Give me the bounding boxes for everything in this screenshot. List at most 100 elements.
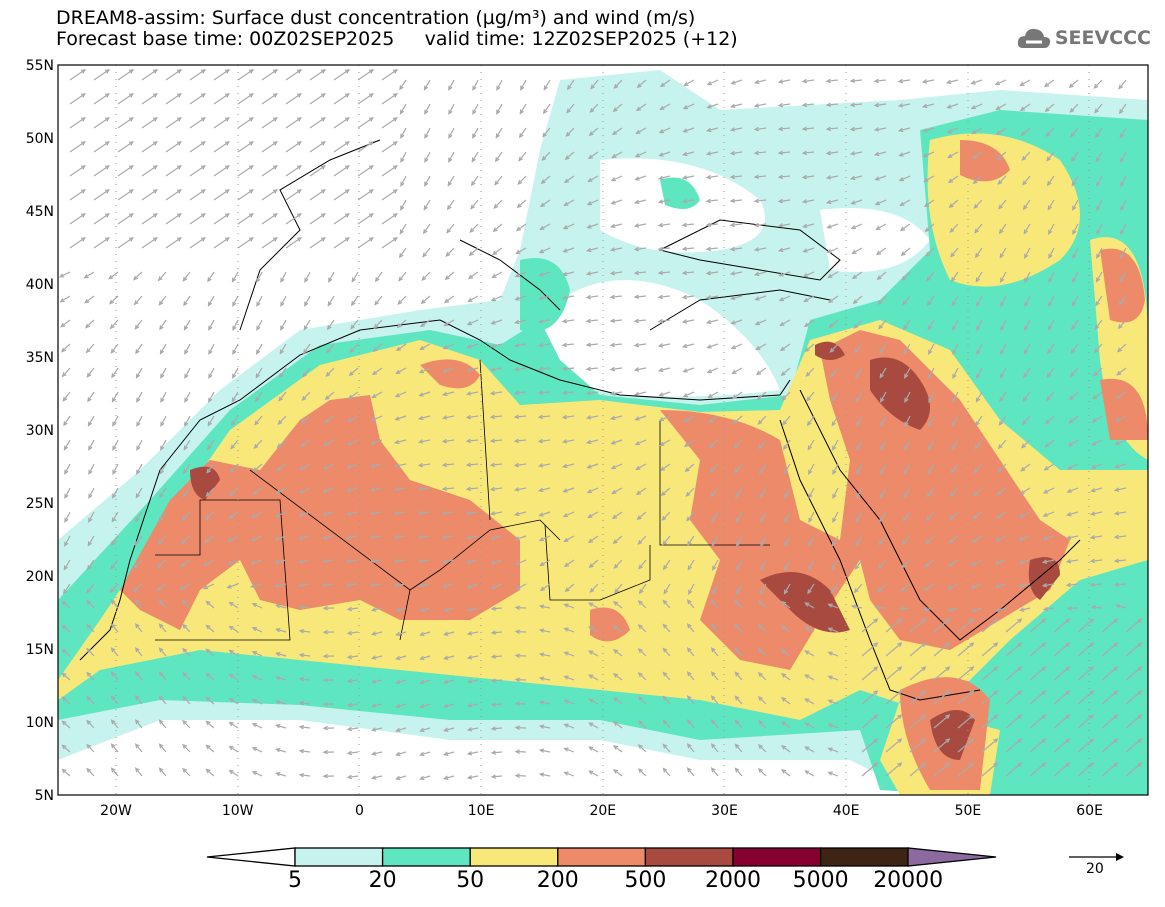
wind-arrow xyxy=(418,367,431,374)
wind-arrow xyxy=(327,295,335,307)
wind-arrow xyxy=(324,391,335,401)
wind-arrow xyxy=(760,535,767,548)
wind-arrow xyxy=(855,391,863,403)
wind-arrow xyxy=(850,175,863,181)
wind-arrow xyxy=(660,487,671,497)
wind-arrow xyxy=(489,486,503,492)
wind-arrow xyxy=(333,93,350,105)
wind-arrow xyxy=(755,367,767,376)
wind-arrow xyxy=(662,647,671,657)
wind-arrow xyxy=(399,247,407,259)
colorbar-high-triangle xyxy=(907,847,997,867)
wind-arrow xyxy=(448,151,455,163)
wind-arrow xyxy=(1090,605,1103,610)
colorbar-label: 20 xyxy=(368,868,397,893)
wind-arrow xyxy=(538,247,551,254)
wind-arrow xyxy=(61,367,71,378)
wind-arrow xyxy=(183,463,191,475)
wind-arrow xyxy=(256,271,263,283)
wind-arrow xyxy=(181,511,191,521)
wind-arrow xyxy=(705,222,719,228)
wind-arrow xyxy=(255,391,263,403)
wind-arrow xyxy=(471,151,479,163)
wind-arrow xyxy=(854,367,863,379)
wind-arrow xyxy=(635,127,647,135)
wind-arrow xyxy=(634,151,647,158)
wind-arrow xyxy=(205,696,215,705)
wind-arrow xyxy=(781,769,791,777)
wind-arrow xyxy=(1114,439,1127,445)
wind-arrow xyxy=(1000,295,1007,308)
wind-arrow xyxy=(733,439,743,449)
wind-arrow xyxy=(756,391,767,401)
wind-arrow xyxy=(110,623,119,633)
wind-arrow xyxy=(804,626,815,633)
wind-arrow xyxy=(687,559,695,571)
wind-arrow xyxy=(633,270,647,276)
wind-arrow xyxy=(261,165,278,177)
wind-arrow xyxy=(1042,606,1055,612)
wind-arrow xyxy=(783,463,791,475)
wind-arrow xyxy=(134,695,143,705)
wind-arrow xyxy=(117,93,134,105)
wind-arrow xyxy=(904,367,911,379)
wind-arrow xyxy=(357,93,374,105)
wind-arrow xyxy=(490,343,503,349)
wind-arrow xyxy=(370,607,383,612)
wind-arrow xyxy=(60,343,71,353)
wind-arrow xyxy=(827,651,839,657)
wind-arrow xyxy=(1024,319,1031,331)
wind-arrow xyxy=(879,367,887,379)
wind-arrow xyxy=(924,559,935,568)
wind-arrow xyxy=(346,774,359,780)
colorbar-label: 200 xyxy=(536,868,579,893)
wind-arrow xyxy=(973,199,983,209)
wind-arrow xyxy=(208,391,215,403)
wind-arrow xyxy=(705,295,719,300)
wind-arrow xyxy=(357,117,374,129)
wind-arrow xyxy=(441,510,455,516)
wind-arrow xyxy=(303,343,311,355)
wind-arrow xyxy=(1022,391,1031,402)
wind-arrow xyxy=(778,247,791,253)
wind-arrow xyxy=(309,69,326,81)
wind-arrow xyxy=(357,237,374,249)
lon-label: 0 xyxy=(355,803,364,819)
wind-arrow xyxy=(806,391,815,402)
wind-arrow xyxy=(832,463,839,476)
wind-arrow xyxy=(395,655,407,661)
wind-arrow xyxy=(165,141,182,153)
wind-arrow xyxy=(873,127,887,132)
wind-arrow xyxy=(227,511,239,520)
wind-arrow xyxy=(159,487,167,499)
wind-arrow xyxy=(827,699,839,705)
wind-arrow xyxy=(424,151,431,164)
wind-arrow xyxy=(734,623,743,633)
wind-arrow xyxy=(1120,151,1127,163)
wind-arrow xyxy=(612,535,623,545)
wind-arrow xyxy=(657,222,671,228)
wind-arrow xyxy=(279,343,287,355)
wind-arrow xyxy=(730,343,743,350)
wind-arrow xyxy=(136,415,143,428)
wind-arrow xyxy=(807,559,815,571)
wind-arrow xyxy=(184,343,191,355)
wind-arrow xyxy=(927,463,935,475)
wind-arrow xyxy=(856,463,863,476)
wind-arrow xyxy=(230,439,239,450)
wind-arrow xyxy=(586,463,599,469)
wind-arrow xyxy=(111,367,119,379)
wind-arrow xyxy=(466,631,479,636)
wind-arrow xyxy=(563,699,575,705)
wind-arrow xyxy=(1070,343,1079,354)
wind-arrow xyxy=(182,743,191,753)
wind-arrow xyxy=(681,270,695,276)
wind-arrow xyxy=(182,767,191,777)
wind-arrow xyxy=(189,165,206,177)
wind-arrow xyxy=(981,642,999,657)
wind-arrow xyxy=(947,175,959,184)
wind-arrow xyxy=(226,583,239,589)
wind-arrow xyxy=(1120,175,1127,188)
wind-arrow xyxy=(117,141,134,153)
lon-label: 20E xyxy=(589,803,616,819)
